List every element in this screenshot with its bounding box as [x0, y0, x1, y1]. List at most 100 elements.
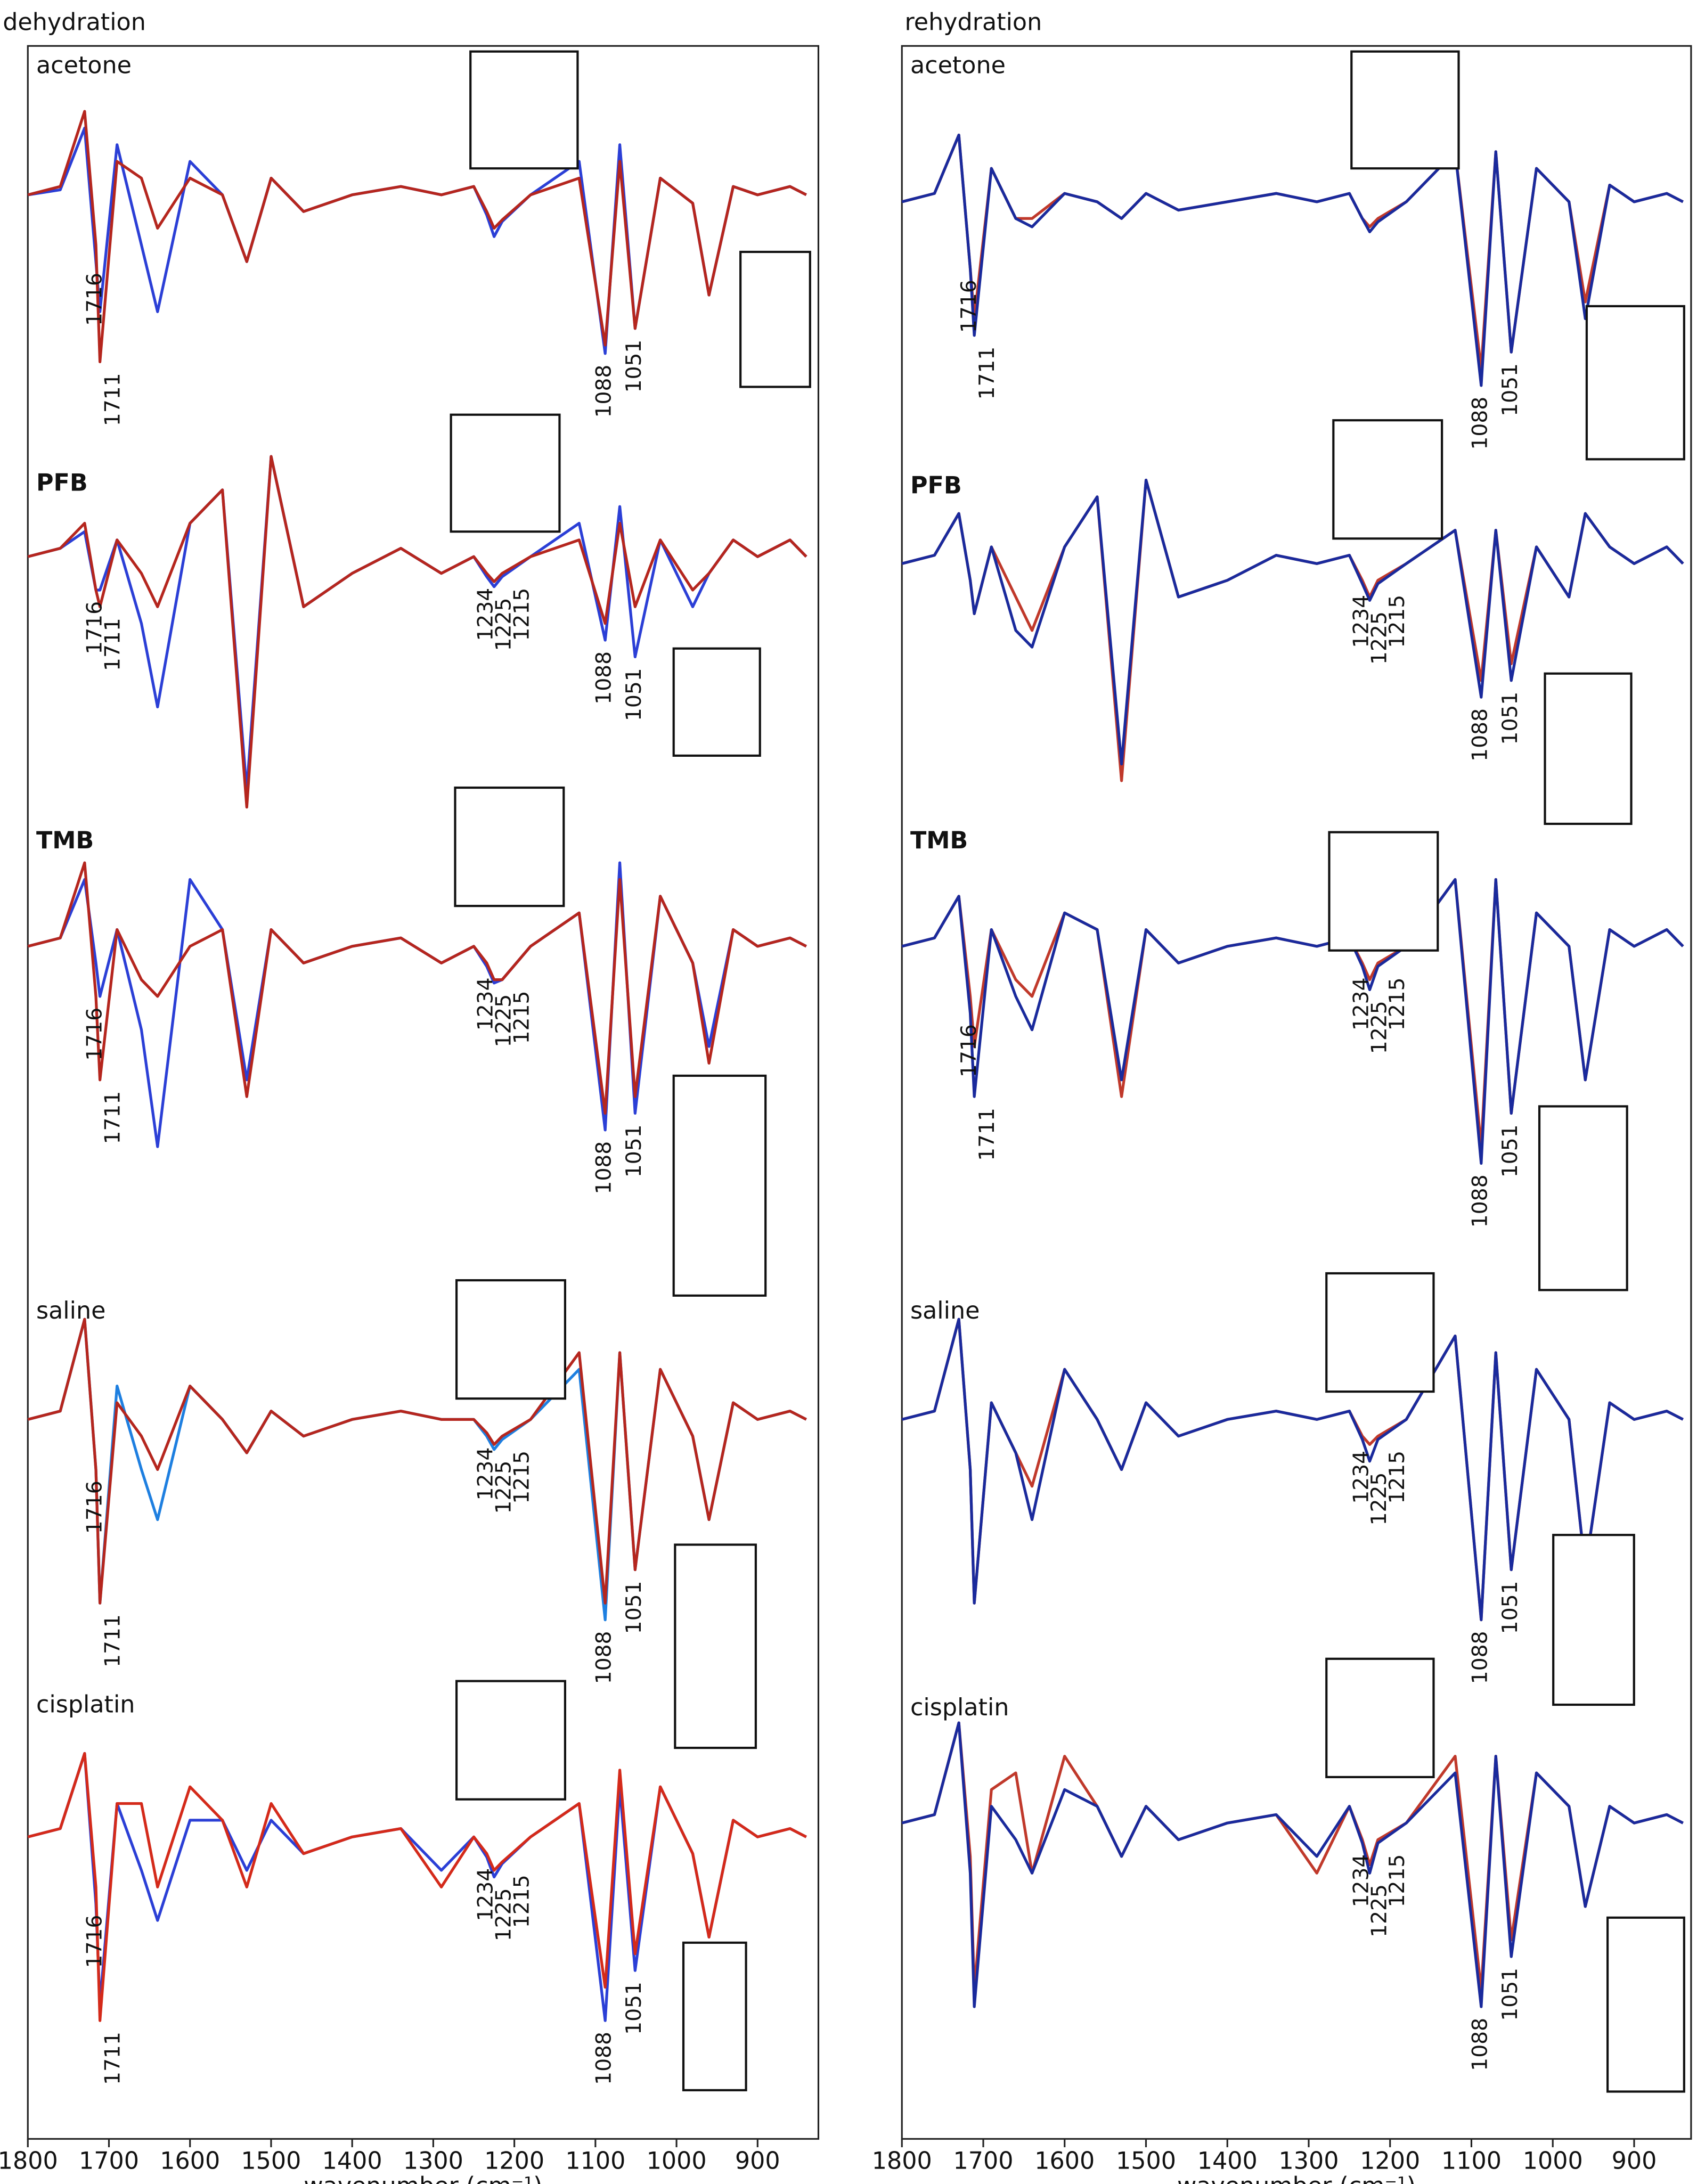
peak-label: 1711 [975, 1108, 999, 1161]
zoom-inset [455, 1279, 566, 1400]
peak-label: 1088 [592, 651, 616, 705]
subplot-label: acetone [910, 52, 1006, 79]
panel-title: rehydration [904, 9, 1042, 36]
x-tick-label: 1200 [1360, 2148, 1420, 2175]
subplot-label: cisplatin [910, 1694, 1009, 1721]
zoom-inset [1350, 50, 1460, 170]
peak-label: 1215 [1385, 1451, 1409, 1504]
peak-label: 1225 [492, 1461, 516, 1514]
peak-label: 1225 [1367, 1001, 1391, 1054]
x-tick-label: 1700 [953, 2148, 1013, 2175]
subplot-label: saline [910, 1297, 980, 1324]
peak-label: 1225 [492, 994, 516, 1048]
peak-label: 1234 [474, 1447, 497, 1501]
x-tick-label: 1400 [1197, 2148, 1258, 2175]
subplot-label: saline [36, 1297, 106, 1324]
subplot-label: acetone [36, 52, 132, 79]
peak-label: 1225 [1367, 611, 1391, 665]
zoom-inset [455, 1680, 566, 1801]
x-tick-label: 1800 [0, 2148, 58, 2175]
x-tick-label: 1500 [241, 2148, 301, 2175]
spectrum-line [27, 861, 807, 1115]
peak-label: 1711 [101, 373, 125, 426]
zoom-inset [1328, 831, 1439, 952]
zoom-inset [672, 647, 761, 757]
peak-label: 1088 [1468, 1631, 1492, 1684]
spectrum-line [27, 1752, 807, 2022]
peak-label: 1234 [1349, 595, 1373, 648]
peak-label: 1088 [592, 2032, 616, 2085]
peak-label: 1716 [83, 1915, 107, 1968]
peak-label: 1051 [622, 1982, 646, 2035]
subplot-label: PFB [910, 472, 962, 500]
peak-label: 1051 [622, 1581, 646, 1634]
subplot-label: PFB [36, 469, 88, 496]
panel-title: dehydration [3, 9, 146, 36]
peak-label: 1088 [592, 1631, 616, 1684]
subplot-label: TMB [910, 827, 968, 854]
x-tick-label: 1500 [1116, 2148, 1176, 2175]
peak-label: 1234 [1349, 977, 1373, 1030]
x-tick-label: 1600 [1034, 2148, 1095, 2175]
peak-label: 1215 [510, 1451, 534, 1504]
peak-label: 1234 [474, 977, 497, 1030]
peak-label: 1225 [492, 1888, 516, 1941]
zoom-inset [1538, 1105, 1628, 1291]
peak-label: 1716 [957, 280, 981, 333]
zoom-inset [450, 413, 561, 533]
subplot-label: TMB [36, 827, 94, 854]
zoom-inset [1544, 672, 1633, 825]
x-tick-label: 1100 [565, 2148, 625, 2175]
zoom-inset [682, 1941, 747, 2091]
peak-label: 1088 [592, 365, 616, 418]
peak-label: 1051 [1498, 1581, 1522, 1634]
peak-label: 1716 [83, 1008, 107, 1061]
peak-label: 1225 [492, 598, 516, 651]
spectrum-line [27, 455, 807, 809]
x-tick-label: 1000 [1523, 2148, 1583, 2175]
spectrum-line [901, 133, 1684, 387]
peak-label: 1711 [101, 1614, 125, 1667]
peak-label: 1051 [1498, 1968, 1522, 2021]
peak-label: 1711 [101, 2032, 125, 2085]
spectrum-line [901, 1721, 1684, 2008]
zoom-inset [454, 786, 565, 907]
peak-label: 1215 [1385, 1854, 1409, 1908]
zoom-inset [674, 1543, 757, 1749]
zoom-inset [1585, 305, 1685, 461]
peak-label: 1225 [1367, 1473, 1391, 1526]
zoom-inset [1552, 1534, 1635, 1706]
zoom-inset [1332, 419, 1443, 540]
x-tick-label: 1600 [160, 2148, 220, 2175]
peak-label: 1215 [1385, 977, 1409, 1030]
peak-label: 1088 [1468, 1174, 1492, 1228]
peak-label: 1716 [83, 601, 107, 655]
x-tick-label: 1100 [1441, 2148, 1502, 2175]
spectrum-line [27, 1318, 807, 1605]
peak-label: 1711 [101, 618, 125, 671]
subplot-label: cisplatin [36, 1691, 135, 1719]
peak-label: 1088 [592, 1141, 616, 1195]
zoom-inset [1325, 1272, 1435, 1393]
zoom-inset [739, 250, 811, 388]
zoom-inset [672, 1074, 767, 1297]
peak-label: 1234 [1349, 1854, 1373, 1908]
peak-label: 1225 [1367, 1884, 1391, 1937]
x-tick-label: 1300 [1278, 2148, 1339, 2175]
peak-label: 1051 [622, 340, 646, 393]
peak-label: 1234 [474, 1868, 497, 1921]
peak-label: 1088 [1468, 397, 1492, 450]
peak-label: 1215 [1385, 595, 1409, 648]
peak-label: 1215 [510, 588, 534, 641]
frame [901, 45, 1692, 2140]
peak-label: 1716 [83, 1480, 107, 1534]
x-tick-label: 900 [1612, 2148, 1657, 2175]
peak-label: 1051 [622, 668, 646, 721]
x-tick-label: 900 [735, 2148, 780, 2175]
x-tick-label: 1000 [647, 2148, 707, 2175]
peak-label: 1215 [510, 1875, 534, 1928]
peak-label: 1711 [975, 347, 999, 400]
